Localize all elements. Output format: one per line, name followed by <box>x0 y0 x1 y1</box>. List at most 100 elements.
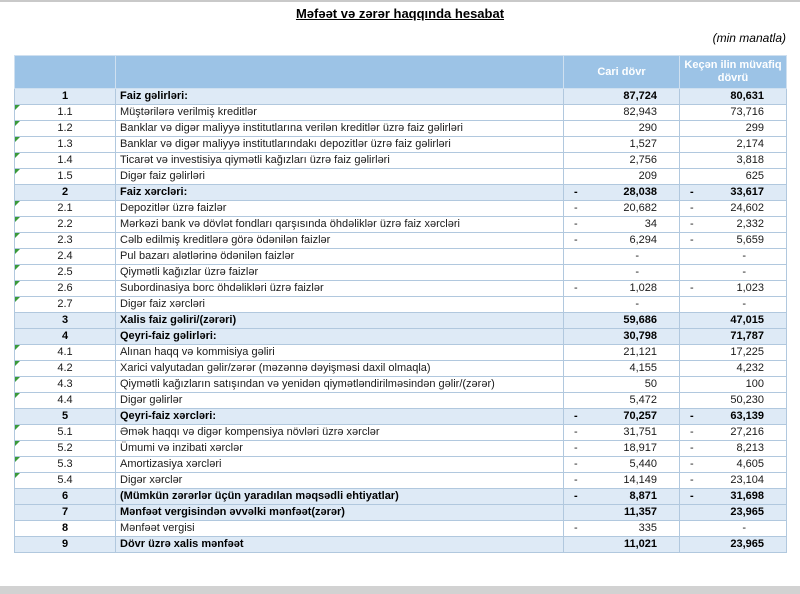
table-row: 4.2 Xarici valyutadan gəlir/zərər (məzən… <box>14 360 787 377</box>
row-number: 2.6 <box>14 280 116 297</box>
value-previous: - 5,659 <box>679 232 787 249</box>
amount-text: - <box>635 250 639 262</box>
amount-text: 5,659 <box>736 234 764 246</box>
cell-marker-icon <box>15 377 20 382</box>
value-previous: - 2,332 <box>679 216 787 233</box>
minus-sign: - <box>574 490 578 502</box>
amount-text: 71,787 <box>730 330 764 342</box>
amount-text: 20,682 <box>623 202 657 214</box>
value-previous: 17,225 <box>679 344 787 361</box>
value-current: - 18,917 <box>563 440 680 457</box>
minus-sign: - <box>690 458 694 470</box>
row-number: 2.3 <box>14 232 116 249</box>
amount-text: 27,216 <box>730 426 764 438</box>
amount-text: 33,617 <box>730 186 764 198</box>
row-number: 1.4 <box>14 152 116 169</box>
value-current: - 1,028 <box>563 280 680 297</box>
amount-text: 11,021 <box>623 538 657 550</box>
table-row: 9 Dövr üzrə xalis mənfəət 11,021 23,965 <box>14 536 787 553</box>
amount-text: - <box>635 266 639 278</box>
col-header-number <box>14 55 116 89</box>
cell-marker-icon <box>15 345 20 350</box>
amount-text: - <box>742 266 746 278</box>
unit-note: (min manatla) <box>712 31 786 45</box>
minus-sign: - <box>574 426 578 438</box>
value-current: 5,472 <box>563 392 680 409</box>
minus-sign: - <box>690 474 694 486</box>
row-number: 2 <box>14 184 116 201</box>
value-current: - <box>563 248 680 265</box>
amount-text: 2,332 <box>736 218 764 230</box>
row-number-text: 5.4 <box>57 474 73 486</box>
row-number: 1.1 <box>14 104 116 121</box>
cell-marker-icon <box>15 473 20 478</box>
row-number-text: 5.3 <box>57 458 73 470</box>
row-number-text: 2.4 <box>57 250 73 262</box>
table-row: 4.3 Qiymətli kağızların satışından və ye… <box>14 376 787 393</box>
value-current: - 8,871 <box>563 488 680 505</box>
value-previous: - <box>679 264 787 281</box>
row-label: Amortizasiya xərcləri <box>115 456 564 473</box>
minus-sign: - <box>574 458 578 470</box>
row-number: 1.3 <box>14 136 116 153</box>
row-number-text: 1.3 <box>57 138 73 150</box>
table-row: 7 Mənfəət vergisindən əvvəlki mənfəət(zə… <box>14 504 787 521</box>
row-label: Mənfəət vergisindən əvvəlki mənfəət(zərə… <box>115 504 564 521</box>
minus-sign: - <box>690 186 694 198</box>
table-row: 1 Faiz gəlirləri: 87,724 80,631 <box>14 88 787 105</box>
row-number-text: 2.3 <box>57 234 73 246</box>
minus-sign: - <box>690 426 694 438</box>
cell-marker-icon <box>15 297 20 302</box>
value-previous: 23,965 <box>679 536 787 553</box>
window-bottom-edge <box>0 586 800 594</box>
row-label: Digər faiz xərcləri <box>115 296 564 313</box>
row-label: Faiz gəlirləri: <box>115 88 564 105</box>
amount-text: 5,472 <box>629 394 657 406</box>
value-previous: - 31,698 <box>679 488 787 505</box>
value-current: 82,943 <box>563 104 680 121</box>
row-number-text: 4.4 <box>57 394 73 406</box>
cell-marker-icon <box>15 393 20 398</box>
row-label: Alınan haqq və kommisiya gəliri <box>115 344 564 361</box>
amount-text: 4,155 <box>629 362 657 374</box>
amount-text: 335 <box>638 522 657 534</box>
row-number-text: 7 <box>61 506 69 518</box>
minus-sign: - <box>574 202 578 214</box>
amount-text: 30,798 <box>623 330 657 342</box>
amount-text: 2,174 <box>736 138 764 150</box>
value-previous: - <box>679 248 787 265</box>
value-previous: 80,631 <box>679 88 787 105</box>
value-previous: 3,818 <box>679 152 787 169</box>
row-number-text: 2 <box>61 186 69 198</box>
row-number: 5.3 <box>14 456 116 473</box>
row-label: Banklar və digər maliyyə institutlarında… <box>115 136 564 153</box>
row-number-text: 8 <box>61 522 69 534</box>
row-number-text: 2.7 <box>57 298 73 310</box>
row-label: Faiz xərcləri: <box>115 184 564 201</box>
amount-text: 3,818 <box>736 154 764 166</box>
minus-sign: - <box>690 442 694 454</box>
amount-text: 4,232 <box>736 362 764 374</box>
amount-text: - <box>742 522 746 534</box>
row-label: Subordinasiya borc öhdəlikləri üzrə faiz… <box>115 280 564 297</box>
row-number-text: 1.4 <box>57 154 73 166</box>
row-label: Ticarət və investisiya qiymətli kağızlar… <box>115 152 564 169</box>
amount-text: 290 <box>638 122 657 134</box>
col-header-current-period: Cari dövr <box>563 55 680 89</box>
amount-text: 6,294 <box>629 234 657 246</box>
amount-text: 1,527 <box>629 138 657 150</box>
value-current: - 20,682 <box>563 200 680 217</box>
value-current: - 335 <box>563 520 680 537</box>
row-number: 1.2 <box>14 120 116 137</box>
row-number-text: 1.5 <box>57 170 73 182</box>
table-row: 5.2 Ümumi və inzibati xərclər - 18,917 - 8… <box>14 440 787 457</box>
amount-text: 34 <box>644 218 657 230</box>
table-row: 2.5 Qiymətli kağızlar üzrə faizlər - - <box>14 264 787 281</box>
value-current: 50 <box>563 376 680 393</box>
value-previous: - 33,617 <box>679 184 787 201</box>
value-previous: - 27,216 <box>679 424 787 441</box>
row-number-text: 5.2 <box>57 442 73 454</box>
value-previous: - 1,023 <box>679 280 787 297</box>
col-header-label <box>115 55 564 89</box>
value-current: - 28,038 <box>563 184 680 201</box>
